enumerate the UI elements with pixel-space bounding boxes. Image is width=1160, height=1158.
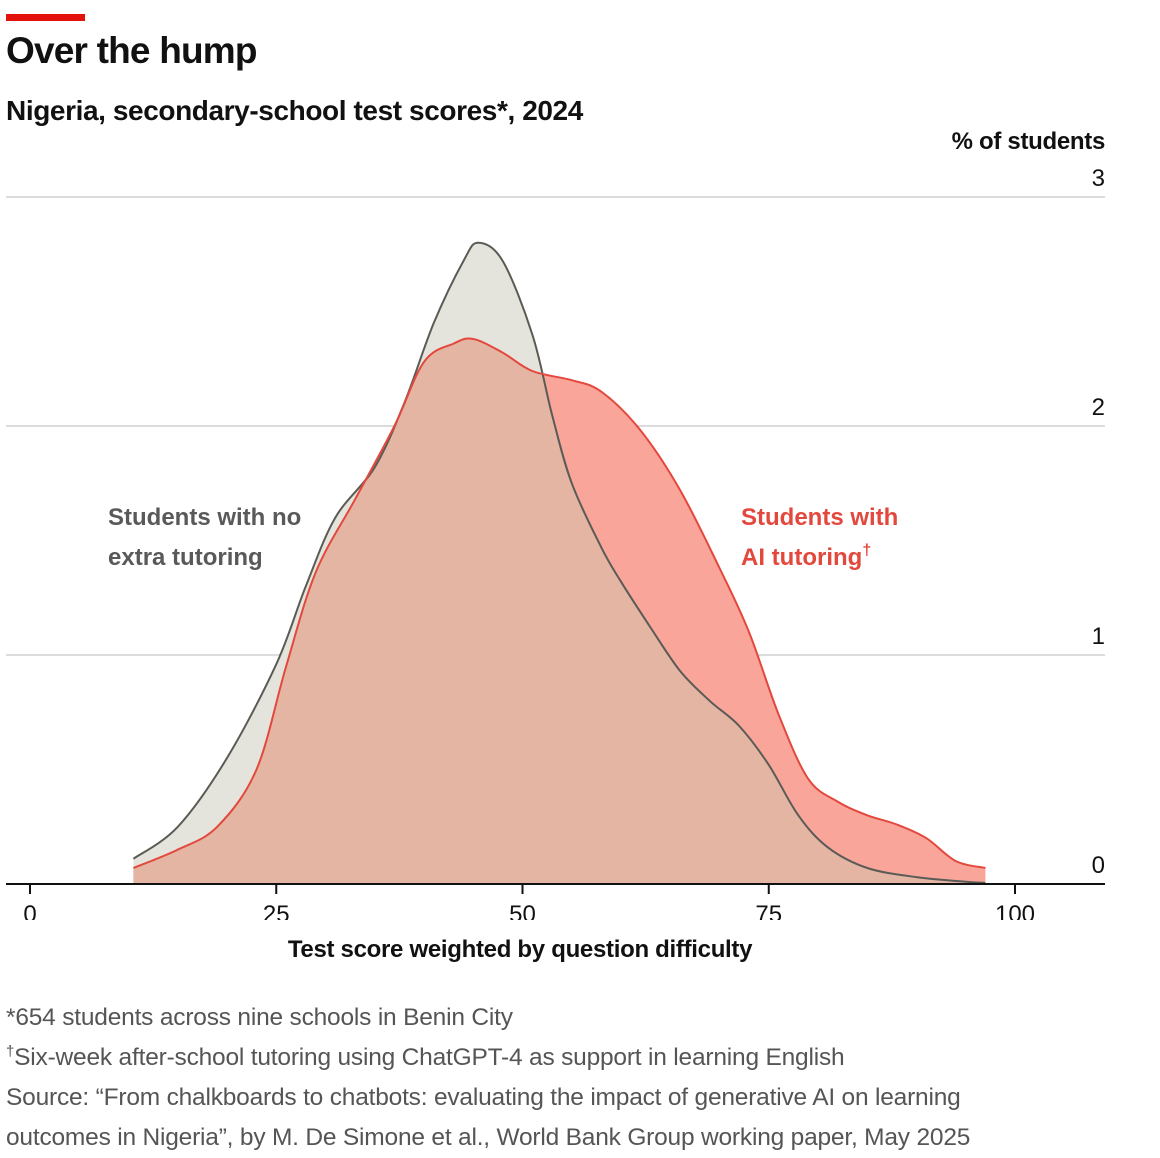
chart-area: 0 1 2 3 0 25 50 75 100 Students with no extra tuto… bbox=[6, 165, 1105, 920]
series-label-no-tutoring-line: extra tutoring bbox=[108, 544, 263, 571]
series-label-no-tutoring: Students with no extra tutoring bbox=[108, 504, 301, 571]
line-no-tutoring bbox=[132, 241, 986, 884]
y-tick-label-0: 0 bbox=[1092, 852, 1105, 879]
footnote-sample: *654 students across nine schools in Ben… bbox=[6, 1004, 513, 1031]
x-tick-label-25: 25 bbox=[263, 901, 290, 920]
y-tick-label-1: 1 bbox=[1092, 623, 1105, 650]
series-label-ai-tutoring: Students with AI tutoring† bbox=[741, 504, 898, 571]
y-axis-unit-label: % of students bbox=[951, 128, 1106, 155]
y-tick-label-2: 2 bbox=[1092, 394, 1105, 421]
source-line-2: outcomes in Nigeria”, by M. De Simone et… bbox=[6, 1124, 971, 1151]
series-label-no-tutoring-line: Students with no bbox=[108, 504, 301, 531]
series-label-ai-tutoring-line: Students with bbox=[741, 504, 898, 531]
chart-subtitle: Nigeria, secondary-school test scores*, … bbox=[6, 95, 583, 126]
x-tick-label-100: 100 bbox=[995, 901, 1035, 920]
dagger-mark: † bbox=[6, 1043, 15, 1060]
x-tick-label-50: 50 bbox=[509, 901, 536, 920]
series-label-dagger: † bbox=[862, 542, 871, 559]
series-label-ai-tutoring-line: AI tutoring bbox=[741, 544, 862, 571]
line-ai-tutoring bbox=[133, 337, 986, 869]
chart-title: Over the hump bbox=[6, 30, 258, 71]
x-axis-label: Test score weighted by question difficul… bbox=[287, 936, 753, 963]
brand-accent-bar bbox=[6, 14, 85, 21]
y-tick-label-3: 3 bbox=[1092, 165, 1105, 192]
area-overlap bbox=[133, 338, 986, 884]
footnote-tutoring-text: Six-week after-school tutoring using Cha… bbox=[14, 1044, 845, 1071]
footnotes: *654 students across nine schools in Ben… bbox=[6, 998, 970, 1158]
x-tick-label-0: 0 bbox=[23, 901, 36, 920]
footnote-tutoring: †Six-week after-school tutoring using Ch… bbox=[6, 1038, 970, 1078]
source-line-1: Source: “From chalkboards to chatbots: e… bbox=[6, 1084, 961, 1111]
x-tick-label-75: 75 bbox=[755, 901, 782, 920]
